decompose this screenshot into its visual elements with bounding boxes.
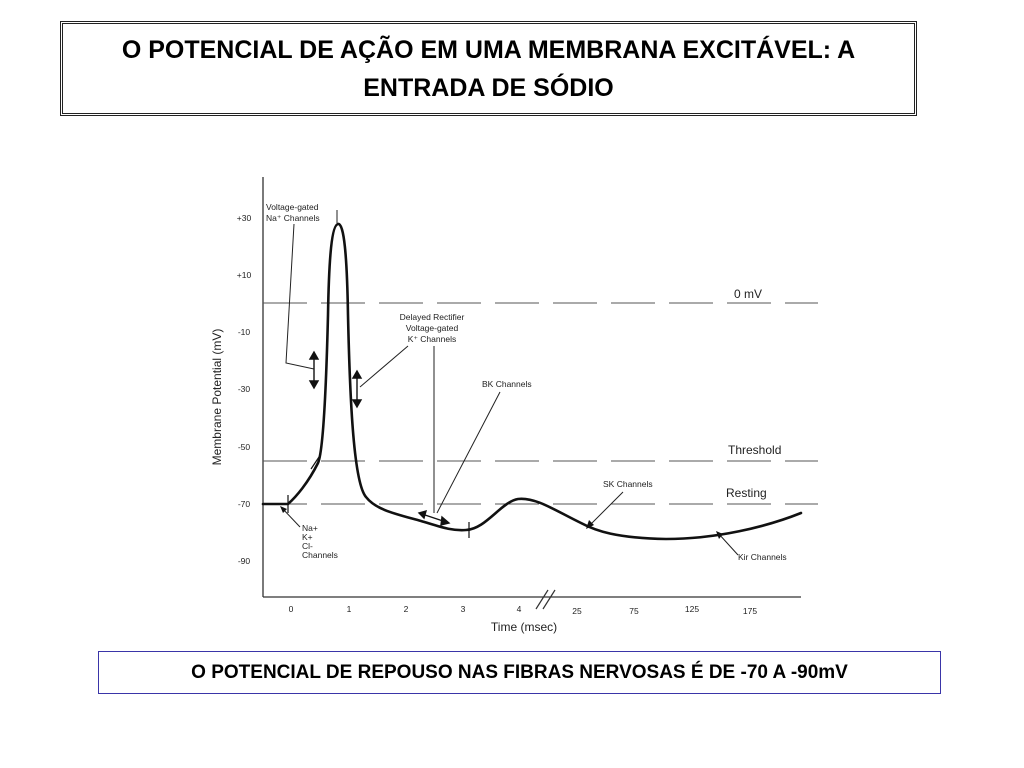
x-tick-label: 125 xyxy=(685,604,699,614)
y-tick-label: -50 xyxy=(238,442,251,452)
delayed-rectifier-pointer-1 xyxy=(359,345,409,388)
na-channels-label-2: Na⁺ Channels xyxy=(266,213,320,223)
action-potential-trace xyxy=(261,222,803,541)
action-potential-svg: +30 +10 -10 -30 -50 -70 -90 0 1 2 3 4 25… xyxy=(210,177,818,634)
leak-k-label: K+ xyxy=(302,532,313,542)
y-axis-label: Membrane Potential (mV) xyxy=(210,329,224,466)
leak-channels-label: Channels xyxy=(302,550,338,560)
threshold-crossing-tick xyxy=(310,453,322,470)
arrowhead-icon xyxy=(716,531,723,539)
y-tick-label: -70 xyxy=(238,499,251,509)
title-box: O POTENCIAL DE AÇÃO EM UMA MEMBRANA EXCI… xyxy=(60,21,917,116)
action-potential-diagram: +30 +10 -10 -30 -50 -70 -90 0 1 2 3 4 25… xyxy=(196,165,836,640)
leak-channels-pointer xyxy=(281,507,301,528)
sk-channels-label: SK Channels xyxy=(603,479,653,489)
bk-channels-label: BK Channels xyxy=(482,379,532,389)
kir-channels-label: Kir Channels xyxy=(738,552,787,562)
double-arrow-icon xyxy=(351,369,363,409)
y-tick-label: -90 xyxy=(238,556,251,566)
na-channels-label-1: Voltage-gated xyxy=(266,202,319,212)
double-arrow-icon xyxy=(417,509,451,526)
x-tick-label: 1 xyxy=(347,604,352,614)
caption-box: O POTENCIAL DE REPOUSO NAS FIBRAS NERVOS… xyxy=(98,651,941,694)
kir-channels-pointer xyxy=(717,532,739,556)
sk-channels-pointer xyxy=(588,491,624,527)
arrowhead-icon xyxy=(586,520,594,529)
delayed-rectifier-label-1: Delayed Rectifier xyxy=(400,312,465,322)
bk-channels-pointer xyxy=(436,391,501,514)
threshold-label: Threshold xyxy=(728,443,781,457)
x-tick-label: 75 xyxy=(629,606,639,616)
caption-text: O POTENCIAL DE REPOUSO NAS FIBRAS NERVOS… xyxy=(191,661,848,683)
x-tick-label: 175 xyxy=(743,606,757,616)
x-axis-label: Time (msec) xyxy=(491,620,557,634)
y-tick-label: +30 xyxy=(237,213,252,223)
y-tick-label: -30 xyxy=(238,384,251,394)
axis-break-icon xyxy=(535,589,556,610)
delayed-rectifier-label-3: K⁺ Channels xyxy=(408,334,456,344)
leak-na-label: Na+ xyxy=(302,523,318,533)
x-tick-label: 3 xyxy=(461,604,466,614)
arrowhead-icon xyxy=(280,506,287,513)
double-arrow-icon xyxy=(308,350,320,390)
resting-label: Resting xyxy=(726,486,767,500)
delayed-rectifier-label-2: Voltage-gated xyxy=(406,323,459,333)
x-tick-label: 4 xyxy=(517,604,522,614)
x-tick-label: 2 xyxy=(404,604,409,614)
slide-title: O POTENCIAL DE AÇÃO EM UMA MEMBRANA EXCI… xyxy=(121,35,856,102)
zero-mv-label: 0 mV xyxy=(734,287,762,301)
leak-cl-label: Cl- xyxy=(302,541,313,551)
y-tick-label: +10 xyxy=(237,270,252,280)
y-tick-label: -10 xyxy=(238,327,251,337)
na-channels-pointer xyxy=(285,223,315,370)
x-tick-label: 0 xyxy=(289,604,294,614)
x-tick-label: 25 xyxy=(572,606,582,616)
